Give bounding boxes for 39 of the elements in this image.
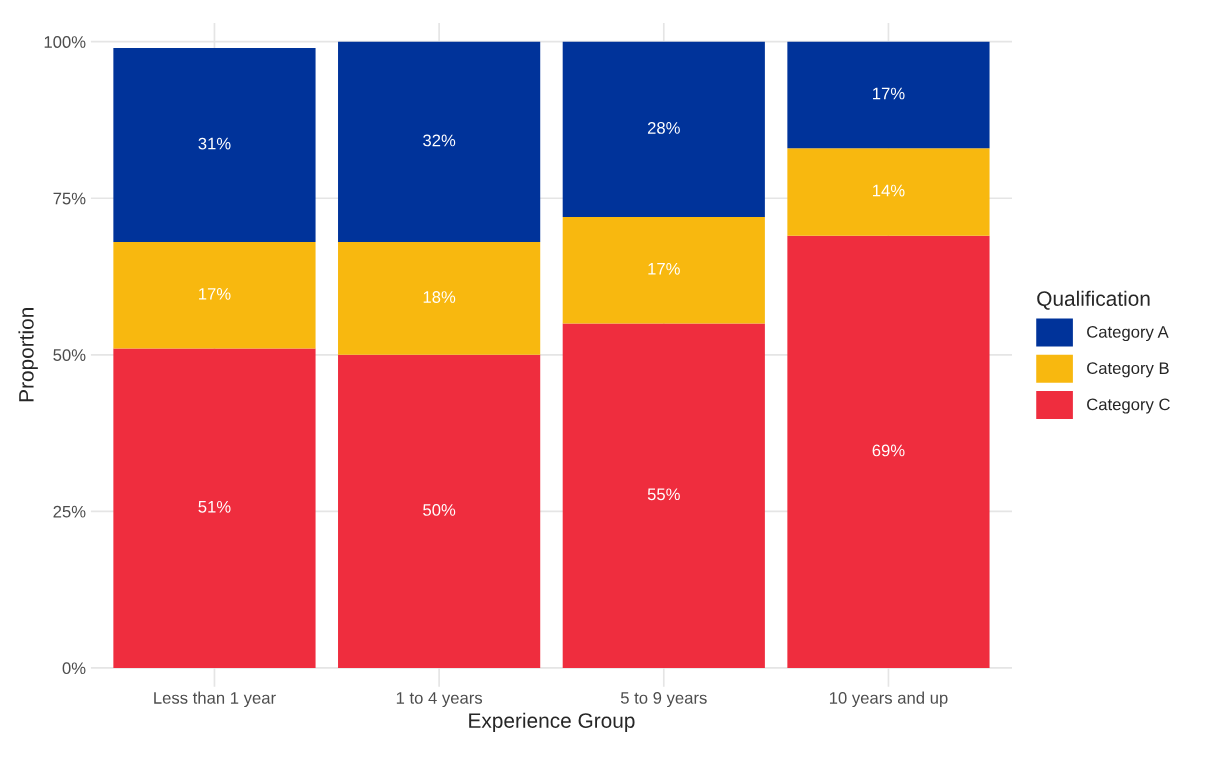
bar [562, 41, 765, 218]
legend-label: Category A [1087, 325, 1169, 342]
bar [562, 323, 765, 668]
data-label: 50% [423, 504, 456, 516]
data-label: 18% [423, 291, 456, 303]
bar [562, 217, 765, 324]
bar [787, 148, 990, 236]
data-label: 14% [873, 184, 905, 197]
data-label: 55% [647, 488, 680, 501]
data-label: 51% [198, 500, 231, 513]
data-label: 17% [873, 87, 905, 100]
bar [113, 47, 316, 243]
data-label: 32% [423, 134, 456, 147]
x-tick-label: 10 years and up [829, 691, 948, 708]
data-label: 28% [647, 122, 680, 134]
data-label: 31% [198, 137, 231, 150]
bar [113, 242, 316, 349]
legend-label: Category B [1087, 362, 1169, 378]
y-tick-label: 100% [44, 36, 86, 48]
bar [787, 41, 990, 149]
y-tick-label: 50% [53, 349, 86, 361]
y-axis-title: Proportion [18, 308, 38, 402]
legend-title: Qualification [1037, 290, 1150, 310]
data-label: 17% [648, 263, 680, 275]
bar [787, 235, 990, 668]
data-label: 17% [199, 288, 231, 300]
x-tick-label: 1 to 4 years [396, 692, 483, 708]
x-axis-title: Experience Group [469, 712, 635, 733]
x-tick-label: 5 to 9 years [620, 692, 707, 708]
y-tick-label: 25% [53, 505, 86, 518]
x-tick-label: Less than 1 year [154, 691, 276, 708]
data-label: 69% [872, 444, 905, 457]
bar [338, 354, 541, 668]
bar [338, 242, 541, 355]
y-tick-label: 0% [62, 662, 86, 675]
bar [338, 41, 541, 243]
bar [113, 348, 316, 668]
legend-label: Category C [1087, 398, 1170, 414]
y-tick-label: 75% [53, 192, 86, 205]
